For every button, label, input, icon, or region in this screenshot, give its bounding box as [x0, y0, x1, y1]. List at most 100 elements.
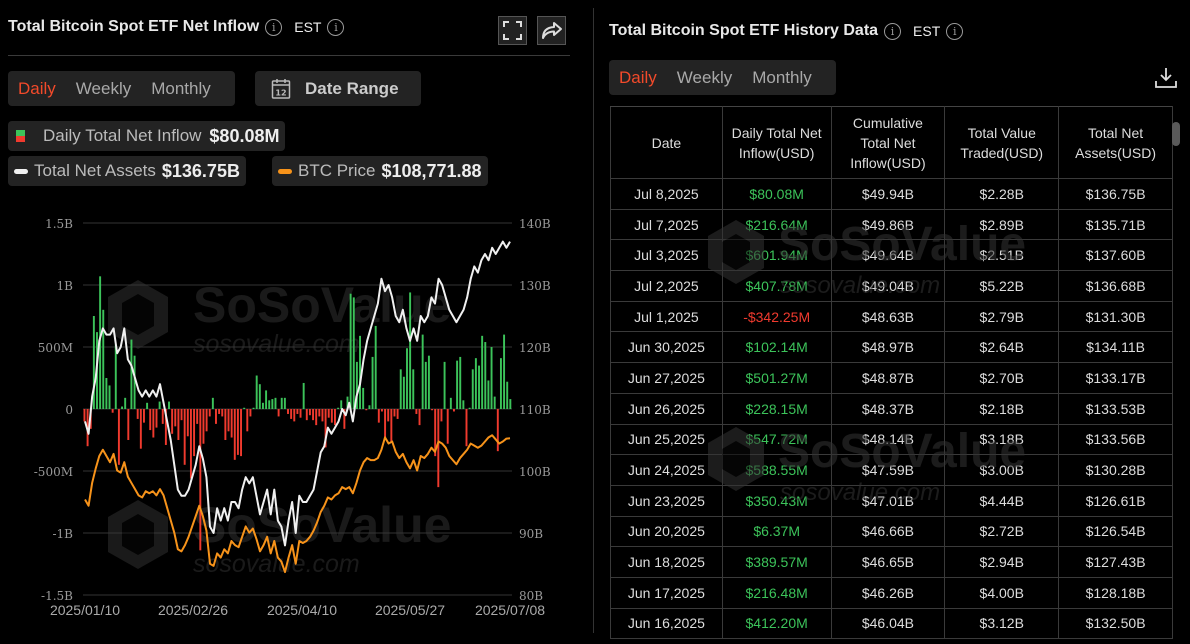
cell-traded: $2.64B — [944, 331, 1060, 364]
cell-assets: $133.53B — [1058, 393, 1173, 425]
cell-traded: $3.18B — [944, 424, 1060, 456]
cell-traded: $3.12B — [944, 608, 1060, 640]
cell-cumulative: $48.14B — [830, 424, 946, 456]
info-icon[interactable]: i — [265, 18, 283, 36]
cell-date: Jun 17,2025 — [610, 577, 723, 609]
column-header: Total Net Assets(USD) — [1058, 106, 1173, 179]
svg-text:0: 0 — [65, 403, 73, 417]
cell-date: Jun 16,2025 — [610, 608, 723, 640]
table-row: Jun 17,2025 $216.48M $46.26B $4.00B $128.18B — [610, 577, 1173, 609]
history-period-tabs: Daily Weekly Monthly — [609, 60, 836, 95]
info-icon[interactable]: i — [884, 22, 902, 40]
tab-weekly[interactable]: Weekly — [676, 67, 733, 87]
tab-daily[interactable]: Daily — [18, 78, 56, 98]
cell-inflow: $501.27M — [721, 362, 832, 394]
legend-inflow[interactable]: Daily Total Net Inflow $80.08M — [8, 121, 286, 151]
cell-cumulative: $49.94B — [830, 178, 946, 210]
cell-assets: $136.75B — [1058, 178, 1173, 210]
date-range-button[interactable]: 12 Date Range — [255, 71, 421, 106]
legend-btc[interactable]: BTC Price $108,771.88 — [272, 156, 488, 186]
svg-text:1B: 1B — [57, 279, 74, 293]
history-panel: Total Bitcoin Spot ETF History Data i ES… — [594, 0, 1190, 644]
svg-text:2025/07/08: 2025/07/08 — [475, 602, 545, 618]
cell-cumulative: $47.59B — [830, 454, 946, 486]
table-row: Jun 18,2025 $389.57M $46.65B $2.94B $127.43B — [610, 546, 1173, 578]
cell-cumulative: $49.04B — [830, 270, 946, 302]
cell-date: Jun 27,2025 — [610, 362, 723, 394]
download-button[interactable] — [1154, 66, 1178, 95]
svg-text:120B: 120B — [519, 341, 551, 355]
cell-date: Jul 7,2025 — [610, 209, 723, 241]
cell-assets: $127.43B — [1058, 546, 1173, 578]
cell-cumulative: $46.66B — [830, 516, 946, 548]
cell-assets: $135.71B — [1058, 209, 1173, 241]
cell-date: Jun 18,2025 — [610, 546, 723, 578]
inflow-swatch-icon — [16, 130, 25, 142]
cell-date: Jun 24,2025 — [610, 454, 723, 486]
cell-assets: $133.56B — [1058, 424, 1173, 456]
svg-text:140B: 140B — [519, 217, 551, 231]
column-header: Cumulative Total Net Inflow(USD) — [830, 106, 946, 179]
tab-monthly[interactable]: Monthly — [151, 78, 211, 98]
tab-weekly[interactable]: Weekly — [75, 78, 132, 98]
cell-date: Jul 3,2025 — [610, 239, 723, 272]
legend-assets-value: $136.75B — [161, 160, 240, 181]
share-icon — [541, 21, 562, 39]
cell-inflow: $389.57M — [721, 546, 832, 578]
net-inflow-panel: Total Bitcoin Spot ETF Net Inflow i EST … — [0, 0, 590, 644]
column-header: Date — [610, 106, 723, 179]
cell-assets: $134.11B — [1058, 331, 1173, 364]
cell-inflow: $588.55M — [721, 454, 832, 486]
column-header: Daily Total Net Inflow(USD) — [721, 106, 832, 179]
cell-assets: $137.60B — [1058, 239, 1173, 272]
table-body: Jul 8,2025 $80.08M $49.94B $2.28B $136.75B Ju… — [610, 178, 1173, 640]
legend-btc-value: $108,771.88 — [381, 160, 482, 181]
table-row: Jul 2,2025 $407.78M $49.04B $5.22B $136.68B — [610, 270, 1173, 302]
svg-text:-500M: -500M — [34, 465, 73, 479]
cell-traded: $2.89B — [944, 209, 1060, 241]
history-title-row: Total Bitcoin Spot ETF History Data i ES… — [609, 22, 964, 40]
cell-assets: $133.17B — [1058, 362, 1173, 394]
cell-inflow: $6.37M — [721, 516, 832, 548]
legend-assets-label: Total Net Assets — [34, 161, 156, 180]
cell-cumulative: $48.63B — [830, 301, 946, 333]
cell-inflow: $547.72M — [721, 424, 832, 456]
legend-assets[interactable]: Total Net Assets $136.75B — [8, 156, 246, 186]
timezone-label: EST — [913, 23, 941, 39]
table-row: Jul 1,2025 -$342.25M $48.63B $2.79B $131.30B — [610, 301, 1173, 333]
net-inflow-chart[interactable]: 1.5B 140B 1B 130B 500M 120B 0 110B -500M 100B -1B 9… — [0, 200, 590, 620]
fullscreen-button[interactable] — [498, 16, 527, 45]
cell-inflow: -$342.25M — [721, 301, 832, 333]
table-row: Jun 20,2025 $6.37M $46.66B $2.72B $126.54B — [610, 516, 1173, 548]
cell-assets: $131.30B — [1058, 301, 1173, 333]
table-row: Jul 3,2025 $601.94M $49.64B $2.51B $137.60B — [610, 239, 1173, 272]
cell-date: Jun 25,2025 — [610, 424, 723, 456]
cell-assets: $136.68B — [1058, 270, 1173, 302]
cell-traded: $2.28B — [944, 178, 1060, 210]
svg-text:2025/04/10: 2025/04/10 — [267, 602, 337, 618]
cell-traded: $2.70B — [944, 362, 1060, 394]
cell-cumulative: $46.65B — [830, 546, 946, 578]
table-row: Jun 16,2025 $412.20M $46.04B $3.12B $132.50B — [610, 608, 1173, 640]
tab-daily[interactable]: Daily — [619, 67, 657, 87]
cell-traded: $4.44B — [944, 485, 1060, 517]
cell-inflow: $228.15M — [721, 393, 832, 425]
tab-monthly[interactable]: Monthly — [752, 67, 812, 87]
calendar-icon: 12 — [271, 78, 291, 99]
cell-traded: $2.79B — [944, 301, 1060, 333]
table-row: Jun 23,2025 $350.43M $47.01B $4.44B $126.61B — [610, 485, 1173, 517]
history-table: Date Daily Total Net Inflow(USD) Cumulative… — [610, 106, 1173, 640]
svg-text:100B: 100B — [519, 465, 551, 479]
cell-date: Jun 23,2025 — [610, 485, 723, 517]
svg-text:sosovalue.com: sosovalue.com — [193, 330, 360, 358]
svg-text:1.5B: 1.5B — [45, 217, 73, 231]
timezone-info-icon[interactable]: i — [327, 18, 345, 36]
share-button[interactable] — [537, 16, 566, 45]
table-row: Jun 30,2025 $102.14M $48.97B $2.64B $134.11B — [610, 331, 1173, 364]
cell-inflow: $350.43M — [721, 485, 832, 517]
svg-text:80B: 80B — [519, 589, 543, 603]
table-scrollbar[interactable] — [1172, 122, 1180, 146]
table-row: Jun 24,2025 $588.55M $47.59B $3.00B $130.28B — [610, 454, 1173, 486]
timezone-info-icon[interactable]: i — [946, 22, 964, 40]
cell-inflow: $407.78M — [721, 270, 832, 302]
